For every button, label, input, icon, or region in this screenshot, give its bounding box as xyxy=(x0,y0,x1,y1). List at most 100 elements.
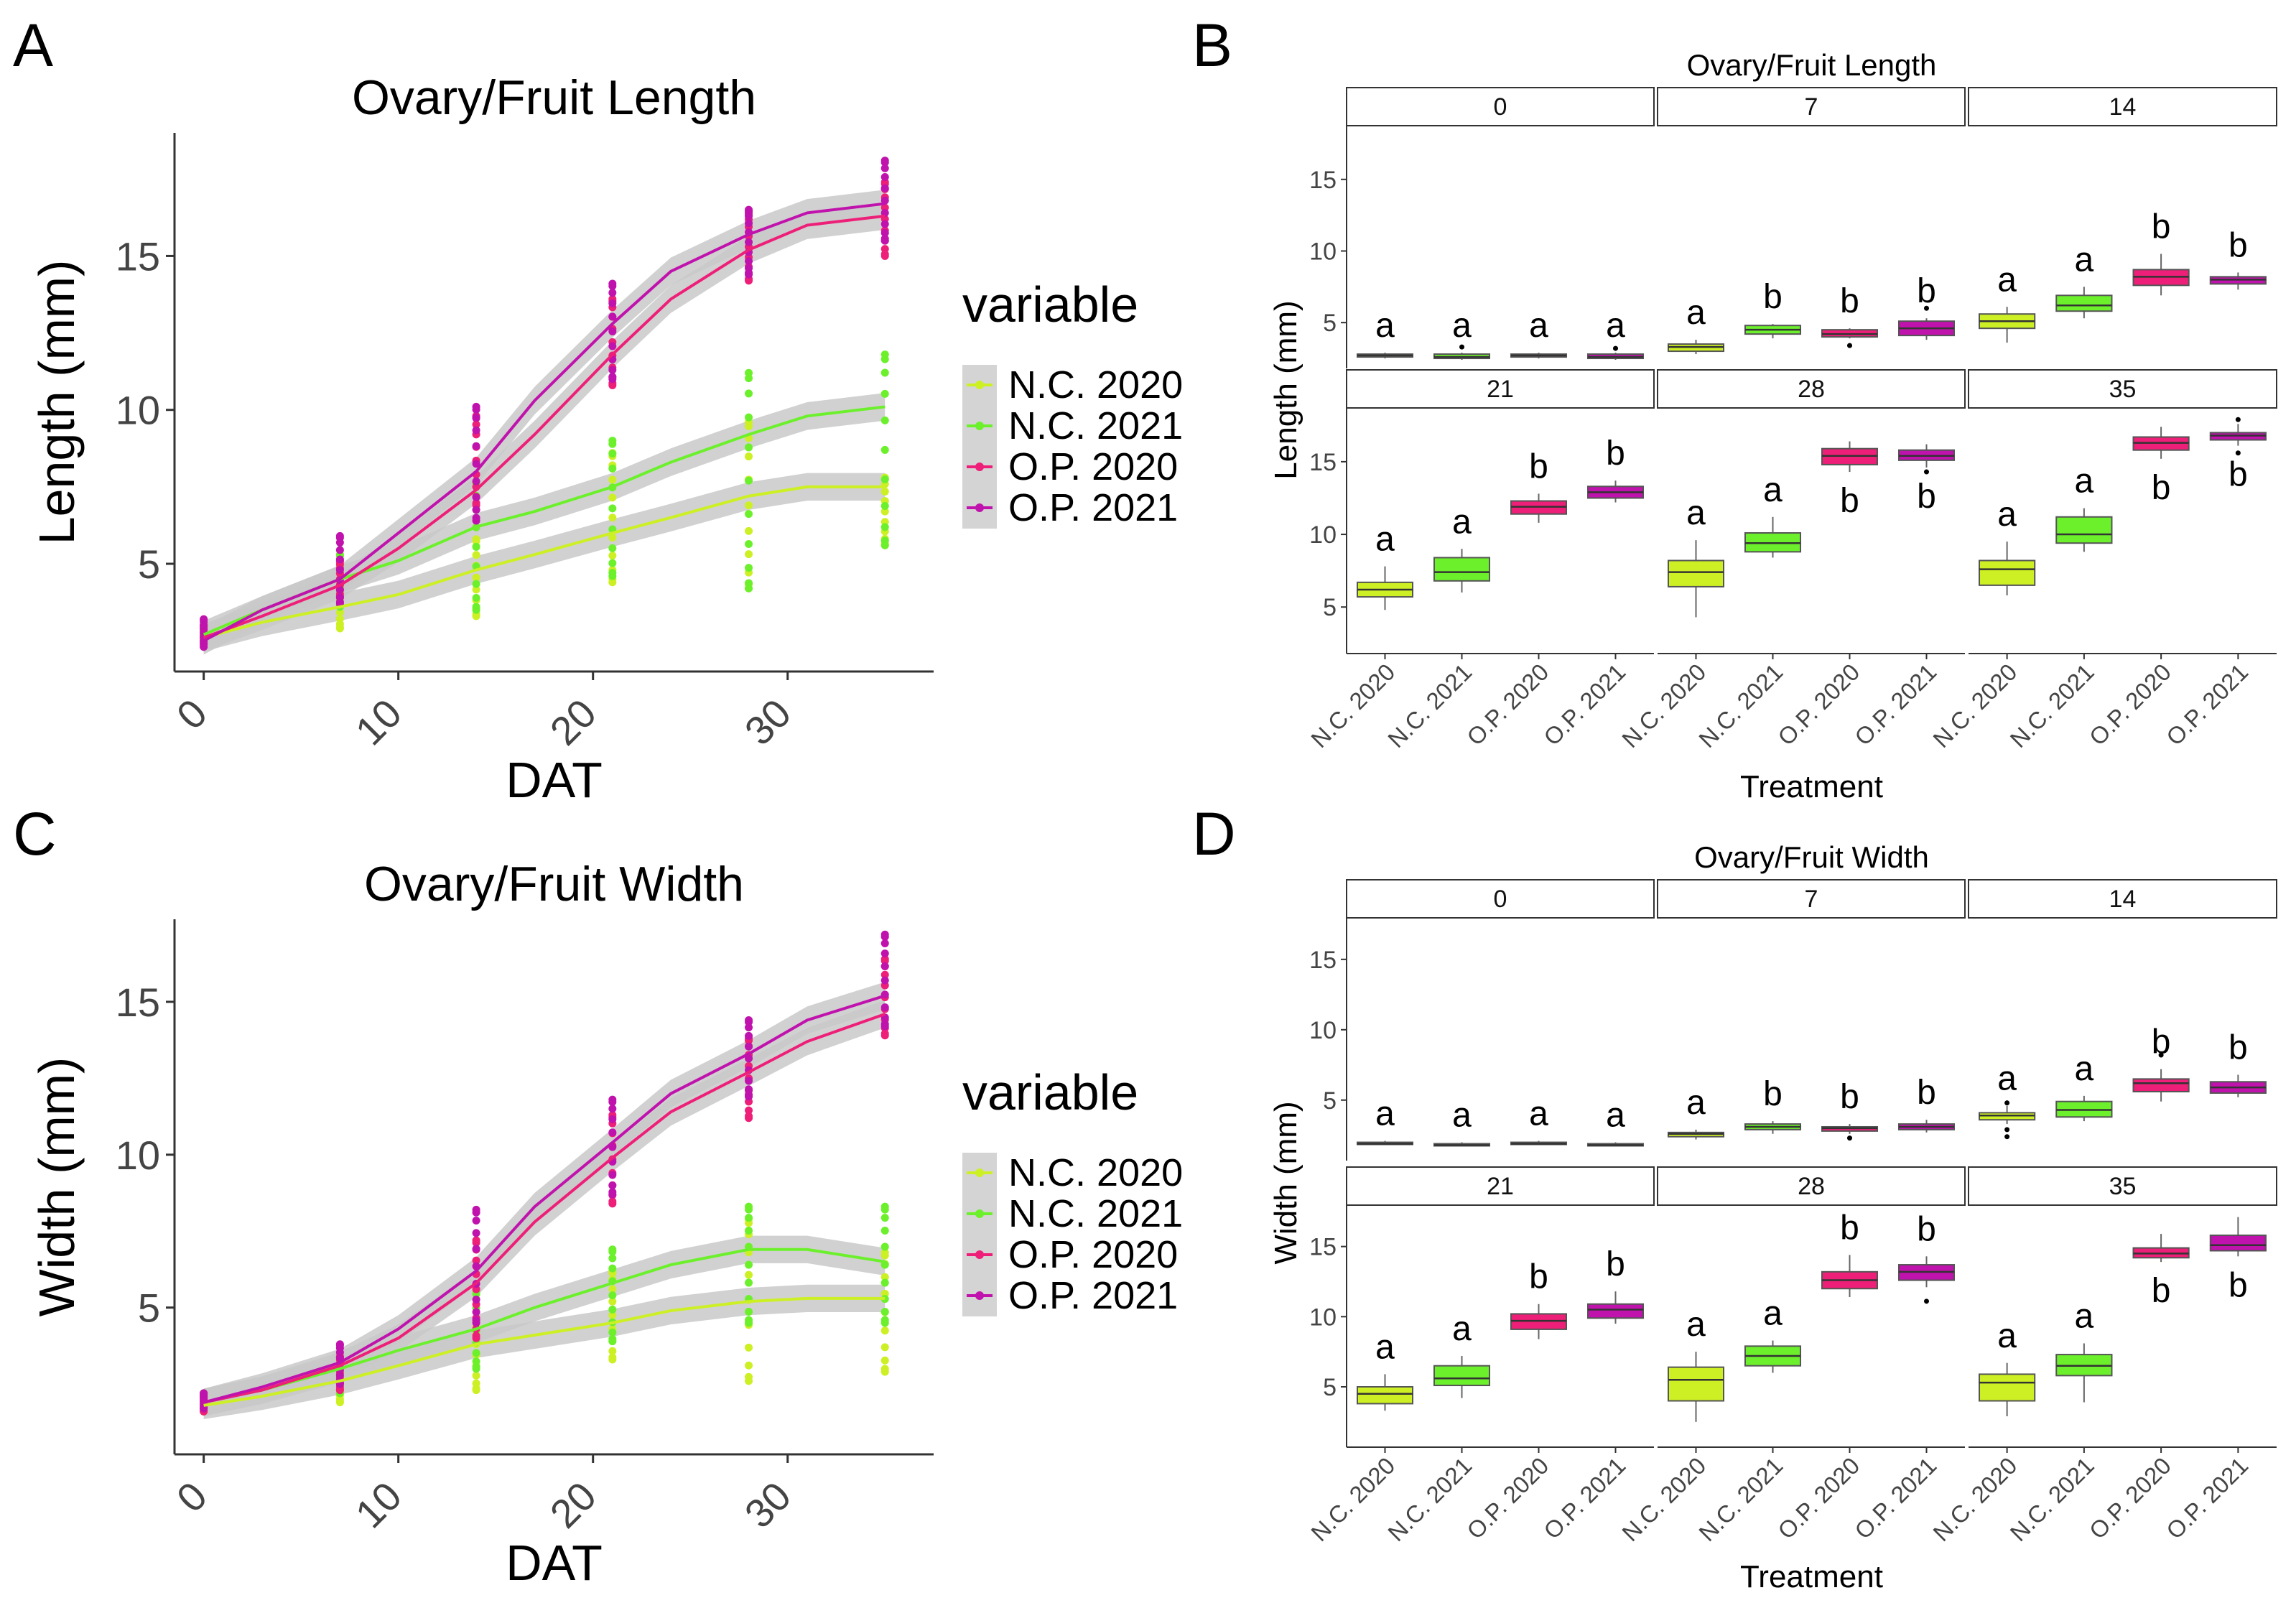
data-point-n-c-2021 xyxy=(745,443,753,452)
chart-title: Ovary/Fruit Length xyxy=(352,70,756,125)
data-point-n-c-2020 xyxy=(880,1326,889,1335)
data-point-o-p-2021 xyxy=(880,220,889,228)
data-point-n-c-2021 xyxy=(608,437,617,445)
significance-letter: a xyxy=(1686,494,1706,532)
data-point-n-c-2020 xyxy=(880,487,889,496)
data-point-n-c-2021 xyxy=(880,475,889,483)
facet-strip-label: 21 xyxy=(1487,376,1514,403)
box-n-c-2020 xyxy=(1667,1366,1725,1402)
facet-strip-label: 28 xyxy=(1798,376,1825,403)
x-axis-label: DAT xyxy=(506,752,603,808)
significance-letter: b xyxy=(1529,1258,1548,1296)
series-line-o-p-2021 xyxy=(203,202,886,642)
facet-strip-label: 7 xyxy=(1805,886,1818,913)
data-point-o-p-2021 xyxy=(472,460,480,468)
data-point-o-p-2021 xyxy=(745,264,753,273)
data-point-o-p-2021 xyxy=(880,157,889,165)
data-point-o-p-2021 xyxy=(472,477,480,485)
y-tick-label: 5 xyxy=(138,542,160,587)
box-n-c-2021 xyxy=(2055,294,2113,312)
data-point-n-c-2021 xyxy=(745,1316,753,1324)
data-point-n-c-2021 xyxy=(745,539,753,548)
box-n-c-2020 xyxy=(1979,1373,2036,1402)
data-point-n-c-2021 xyxy=(745,476,753,485)
data-point-n-c-2020 xyxy=(745,1361,753,1370)
data-point-o-p-2021 xyxy=(880,184,889,192)
data-point-o-p-2021 xyxy=(200,615,208,623)
significance-letter: b xyxy=(1763,1075,1783,1113)
x-axis-label: DAT xyxy=(506,1535,603,1591)
legend-title: variable xyxy=(962,1064,1138,1120)
legend-key-dot xyxy=(975,463,984,471)
confidence-ribbon-n-c-2021 xyxy=(203,393,886,649)
facet-strip xyxy=(1657,87,1966,126)
data-point-o-p-2021 xyxy=(745,238,753,246)
data-point-o-p-2021 xyxy=(608,373,617,381)
x-axis-label: Treatment xyxy=(1740,769,1883,804)
data-point-n-c-2020 xyxy=(472,585,480,594)
chart-title: Ovary/Fruit Length xyxy=(1687,48,1937,82)
data-point-n-c-2020 xyxy=(745,1343,753,1352)
y-tick-label: 10 xyxy=(1309,238,1337,265)
data-point-n-c-2020 xyxy=(745,526,753,535)
box-outlier xyxy=(2004,1127,2010,1133)
data-point-n-c-2021 xyxy=(472,542,480,551)
box-o-p-2021 xyxy=(1586,1303,1645,1319)
data-point-n-c-2020 xyxy=(472,551,480,559)
data-point-o-p-2021 xyxy=(335,1372,344,1380)
box-outlier xyxy=(1613,345,1618,351)
box-o-p-2021 xyxy=(2209,1235,2267,1252)
data-point-n-c-2021 xyxy=(880,523,889,531)
data-point-n-c-2021 xyxy=(880,368,889,377)
data-point-n-c-2021 xyxy=(745,1278,753,1287)
data-point-o-p-2020 xyxy=(608,1197,617,1206)
data-point-n-c-2020 xyxy=(472,1379,480,1388)
data-point-n-c-2021 xyxy=(608,1254,617,1263)
box-n-c-2020 xyxy=(1979,559,2036,586)
facet-strip-label: 7 xyxy=(1805,93,1818,121)
data-point-o-p-2021 xyxy=(745,205,753,214)
data-point-o-p-2020 xyxy=(472,1236,480,1245)
significance-letter: a xyxy=(1375,307,1395,345)
data-point-n-c-2020 xyxy=(745,452,753,461)
significance-letter: b xyxy=(1917,478,1936,516)
data-point-o-p-2021 xyxy=(472,414,480,422)
data-point-o-p-2021 xyxy=(880,962,889,970)
legend-key-dot xyxy=(975,1291,984,1300)
data-point-n-c-2021 xyxy=(608,1245,617,1254)
legend-key-dot xyxy=(975,381,984,389)
data-point-n-c-2021 xyxy=(608,504,617,513)
facet-strip xyxy=(1968,1166,2277,1206)
data-point-n-c-2021 xyxy=(472,594,480,603)
significance-letter: a xyxy=(1763,1295,1783,1333)
data-point-n-c-2021 xyxy=(880,1214,889,1222)
data-point-n-c-2020 xyxy=(608,1285,617,1293)
legend-key-dot xyxy=(975,503,984,512)
significance-letter: b xyxy=(1840,1078,1859,1116)
data-point-o-p-2021 xyxy=(608,1115,617,1123)
data-point-n-c-2020 xyxy=(608,552,617,560)
significance-letter: b xyxy=(2152,1272,2171,1310)
legend-label: N.C. 2021 xyxy=(1008,1192,1183,1235)
data-point-o-p-2021 xyxy=(608,1095,617,1104)
data-point-o-p-2021 xyxy=(745,257,753,266)
data-point-o-p-2021 xyxy=(335,546,344,554)
box-outlier xyxy=(2158,1052,2164,1058)
legend-label: N.C. 2020 xyxy=(1008,363,1183,406)
significance-letter: a xyxy=(1452,503,1472,541)
data-point-o-p-2021 xyxy=(608,312,617,321)
facet-strip-label: 21 xyxy=(1487,1173,1514,1200)
significance-letter: b xyxy=(2228,226,2248,264)
data-point-n-c-2021 xyxy=(472,1349,480,1357)
significance-letter: b xyxy=(2152,1023,2171,1061)
significance-letter: a xyxy=(1529,307,1548,345)
data-point-n-c-2021 xyxy=(608,544,617,552)
data-point-o-p-2020 xyxy=(880,245,889,254)
data-point-n-c-2021 xyxy=(472,603,480,611)
y-axis-label: Length (mm) xyxy=(1268,300,1303,479)
data-point-n-c-2021 xyxy=(745,413,753,422)
data-point-n-c-2021 xyxy=(880,502,889,511)
facet-strip-label: 28 xyxy=(1798,1173,1825,1200)
panel-label-c: C xyxy=(13,800,57,868)
